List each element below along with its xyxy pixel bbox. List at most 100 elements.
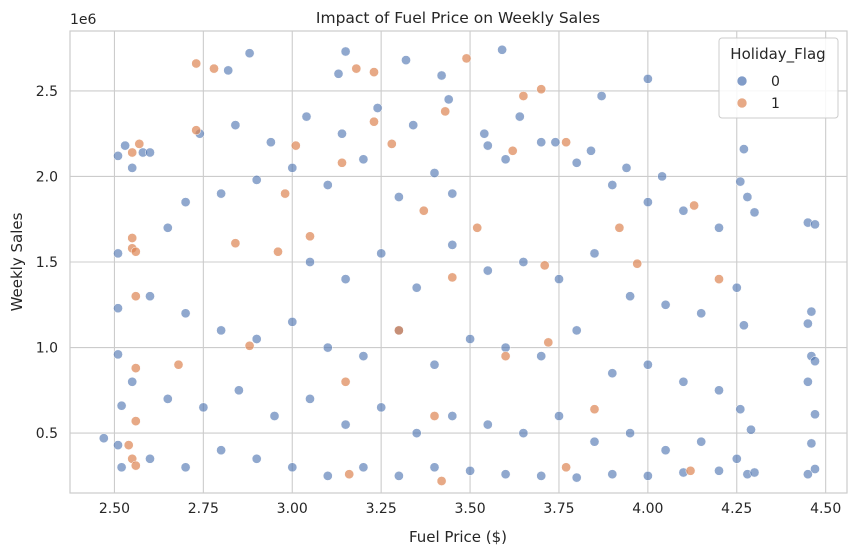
data-point-series-0 bbox=[696, 436, 707, 447]
data-point-series-1 bbox=[500, 351, 511, 361]
data-point-series-0 bbox=[482, 265, 493, 276]
data-point-series-1 bbox=[305, 231, 315, 242]
data-point-series-0 bbox=[810, 409, 820, 420]
data-point-series-1 bbox=[632, 258, 643, 269]
data-point-series-0 bbox=[401, 55, 411, 65]
data-point-series-0 bbox=[696, 308, 707, 319]
data-point-series-0 bbox=[408, 120, 419, 130]
data-point-series-1 bbox=[369, 116, 379, 127]
data-point-series-0 bbox=[518, 428, 529, 438]
data-point-series-0 bbox=[660, 299, 671, 310]
data-point-series-0 bbox=[714, 385, 724, 396]
data-point-series-0 bbox=[251, 453, 262, 464]
data-point-series-1 bbox=[536, 84, 547, 95]
data-point-series-1 bbox=[337, 157, 347, 168]
data-point-series-0 bbox=[333, 68, 344, 79]
data-point-series-0 bbox=[287, 163, 298, 173]
data-point-series-0 bbox=[266, 137, 276, 148]
data-point-series-0 bbox=[411, 428, 422, 438]
data-point-series-1 bbox=[539, 260, 550, 271]
data-point-series-1 bbox=[127, 147, 138, 158]
data-point-series-1 bbox=[127, 233, 138, 243]
legend-box bbox=[718, 37, 839, 119]
data-point-series-0 bbox=[714, 465, 724, 476]
data-point-series-0 bbox=[536, 351, 547, 361]
data-point-series-1 bbox=[418, 205, 429, 216]
y-tick-labels: 0.5 1.0 1.5 2.0 2.5 bbox=[36, 84, 58, 442]
data-point-series-1 bbox=[130, 291, 141, 302]
data-point-series-0 bbox=[113, 151, 123, 161]
y-tick-label: 2.5 bbox=[36, 84, 58, 100]
data-point-series-0 bbox=[643, 197, 653, 207]
data-point-series-1 bbox=[369, 67, 379, 77]
data-point-series-1 bbox=[290, 140, 301, 151]
data-point-series-0 bbox=[678, 376, 689, 387]
data-point-series-1 bbox=[191, 125, 202, 136]
x-tick-label: 4.00 bbox=[632, 501, 663, 517]
data-point-series-0 bbox=[301, 111, 312, 122]
data-point-series-0 bbox=[394, 471, 404, 481]
data-point-series-0 bbox=[607, 180, 618, 190]
data-point-series-1 bbox=[230, 238, 241, 249]
data-point-series-0 bbox=[803, 469, 813, 480]
data-point-series-0 bbox=[714, 222, 724, 233]
data-point-series-0 bbox=[735, 176, 746, 187]
x-tick-label: 3.50 bbox=[454, 501, 485, 517]
data-point-series-0 bbox=[589, 248, 600, 259]
data-point-series-0 bbox=[358, 462, 369, 473]
data-point-series-0 bbox=[497, 44, 507, 55]
data-point-series-0 bbox=[376, 248, 387, 259]
data-point-series-0 bbox=[305, 257, 315, 267]
data-point-series-0 bbox=[429, 359, 440, 370]
data-point-series-0 bbox=[358, 154, 369, 165]
data-point-series-1 bbox=[561, 462, 571, 473]
data-point-series-1 bbox=[461, 53, 472, 64]
data-point-series-1 bbox=[130, 363, 141, 373]
data-point-series-0 bbox=[678, 205, 689, 216]
data-point-series-0 bbox=[180, 462, 191, 473]
data-point-series-0 bbox=[806, 306, 817, 317]
data-point-series-0 bbox=[810, 356, 820, 367]
chart-title: Impact of Fuel Price on Weekly Sales bbox=[316, 9, 600, 27]
data-point-series-0 bbox=[216, 188, 226, 199]
data-point-series-0 bbox=[479, 128, 490, 139]
data-point-series-0 bbox=[806, 438, 817, 449]
data-point-series-0 bbox=[337, 128, 347, 139]
data-point-series-0 bbox=[742, 192, 753, 202]
data-point-series-0 bbox=[621, 163, 632, 173]
data-point-series-0 bbox=[518, 257, 529, 267]
data-point-series-0 bbox=[322, 180, 333, 190]
data-point-series-0 bbox=[269, 411, 280, 421]
data-point-series-0 bbox=[127, 163, 138, 173]
data-point-series-0 bbox=[500, 154, 511, 165]
data-point-series-1 bbox=[130, 246, 141, 257]
data-point-series-0 bbox=[162, 222, 173, 233]
data-point-series-0 bbox=[322, 471, 333, 481]
data-point-series-0 bbox=[657, 171, 667, 182]
data-point-series-0 bbox=[810, 464, 820, 474]
data-point-series-1 bbox=[714, 274, 724, 284]
data-point-series-0 bbox=[810, 219, 820, 230]
data-point-series-0 bbox=[358, 351, 369, 361]
data-point-series-0 bbox=[731, 453, 742, 464]
data-point-series-0 bbox=[376, 402, 387, 413]
data-point-series-0 bbox=[482, 140, 493, 151]
legend: Holiday_Flag 0 1 bbox=[718, 37, 839, 119]
data-point-series-0 bbox=[340, 274, 351, 284]
data-point-series-0 bbox=[735, 404, 746, 415]
data-point-series-0 bbox=[287, 317, 298, 327]
data-point-series-0 bbox=[550, 137, 561, 148]
data-point-series-0 bbox=[116, 462, 127, 473]
data-point-series-0 bbox=[514, 111, 525, 122]
data-point-series-0 bbox=[536, 137, 547, 148]
data-point-series-0 bbox=[322, 342, 333, 353]
data-point-series-0 bbox=[216, 325, 226, 336]
data-point-series-0 bbox=[660, 445, 671, 456]
data-point-series-1 bbox=[472, 222, 483, 233]
data-point-series-0 bbox=[554, 411, 564, 421]
data-point-series-0 bbox=[251, 334, 262, 344]
legend-marker-1 bbox=[736, 97, 748, 109]
y-tick-label: 1.5 bbox=[36, 255, 58, 271]
data-point-series-0 bbox=[739, 320, 749, 331]
